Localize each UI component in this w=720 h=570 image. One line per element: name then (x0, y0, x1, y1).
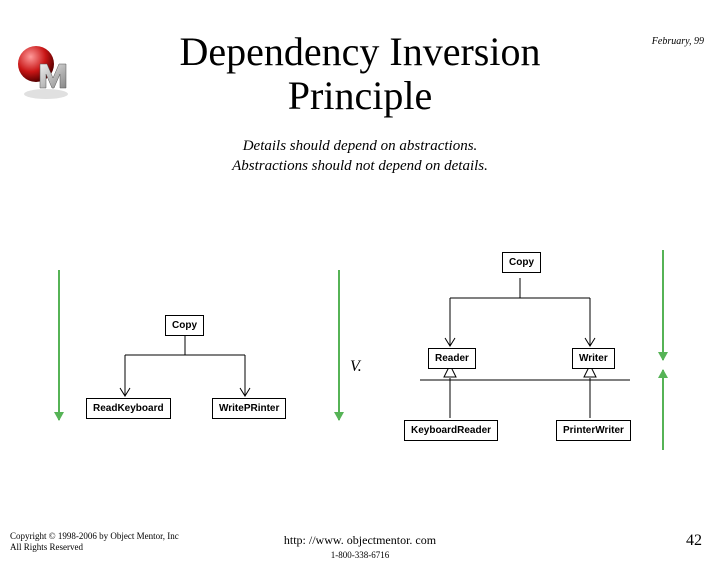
versus-label: V. (350, 358, 362, 376)
dependency-arrow-down-icon (58, 270, 60, 420)
box-writeprinter: WritePRinter (212, 398, 286, 419)
dependency-arrow-up-icon (662, 370, 664, 450)
subtitle: Details should depend on abstractions. A… (0, 136, 720, 177)
logo (14, 42, 76, 100)
box-readkeyboard: ReadKeyboard (86, 398, 171, 419)
subtitle-line2: Abstractions should not depend on detail… (232, 158, 488, 174)
footer: Copyright © 1998-2006 by Object Mentor, … (0, 520, 720, 560)
page-number: 42 (686, 532, 702, 550)
box-copy-left: Copy (165, 315, 204, 336)
diagram-area: V. Copy ReadKeyboard WritePRinter Cop (0, 260, 720, 480)
title-line2: Principle (288, 73, 432, 118)
date-label: February, 99 (652, 36, 704, 47)
box-keyboardreader: KeyboardReader (404, 420, 498, 441)
footer-url: http: //www. objectmentor. com (0, 533, 720, 548)
dependency-arrow-down-icon (662, 250, 664, 360)
box-printerwriter: PrinterWriter (556, 420, 631, 441)
box-reader: Reader (428, 348, 476, 369)
footer-phone: 1-800-338-6716 (0, 550, 720, 560)
title-line1: Dependency Inversion (180, 29, 541, 74)
page-title: Dependency Inversion Principle (0, 30, 720, 118)
subtitle-line1: Details should depend on abstractions. (243, 138, 478, 154)
box-copy-right: Copy (502, 252, 541, 273)
box-writer: Writer (572, 348, 615, 369)
left-diagram-lines (80, 310, 340, 440)
